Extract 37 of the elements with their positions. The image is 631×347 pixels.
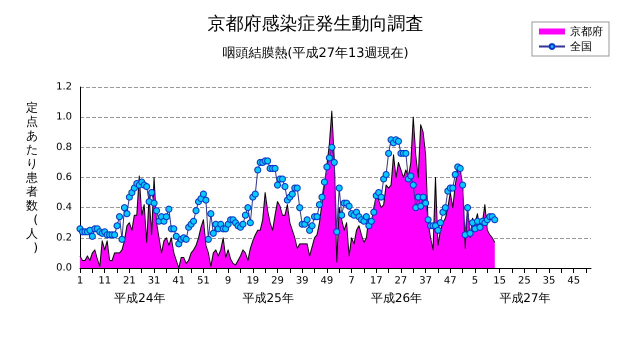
- x-tick-label: 37: [419, 276, 432, 286]
- x-tick-label: 17: [370, 276, 383, 286]
- legend-label: 全国: [570, 40, 592, 53]
- x-tick-label: 15: [493, 276, 506, 286]
- x-tick-label: 21: [123, 276, 136, 286]
- text: 平成26年: [370, 291, 422, 305]
- x-tick-label: 45: [567, 276, 580, 286]
- x-tick-label: 49: [320, 276, 334, 286]
- text: 平成25年: [242, 291, 294, 305]
- x-tick-label: 7: [348, 276, 355, 286]
- x-tick-label: 47: [444, 276, 457, 286]
- y-tick-label: 0.4: [56, 202, 72, 214]
- x-tick-label: 41: [172, 276, 186, 286]
- x-tick-label: 11: [98, 276, 112, 286]
- x-tick-label: 39: [296, 276, 309, 286]
- legend-label: 京都府: [570, 25, 603, 38]
- x-tick-label: 1: [76, 276, 84, 286]
- y-tick-label: 0.8: [56, 142, 72, 153]
- y-tick-label: 1.0: [56, 112, 72, 123]
- y-tick-label: 1.2: [56, 82, 72, 92]
- y-tick-label: 0.6: [56, 172, 72, 183]
- text: 定点あたり患者数(人): [26, 100, 38, 254]
- text: 平成24年: [114, 291, 166, 305]
- x-tick-label: 35: [542, 276, 556, 286]
- x-tick-label: 9: [224, 276, 232, 286]
- x-tick-label: 27: [394, 276, 408, 286]
- x-tick-label: 25: [518, 276, 531, 286]
- x-tick-label: 51: [197, 276, 210, 286]
- y-tick-label: 0.0: [56, 262, 72, 274]
- x-tick-label: 31: [148, 276, 160, 286]
- chart-subtitle: 咽頭結膜熱(平成27年13週現在): [222, 46, 409, 61]
- x-tick-label: 29: [271, 276, 284, 286]
- chart-title: 京都府感染症発生動向調査: [208, 14, 424, 34]
- y-tick-label: 0.2: [56, 232, 72, 244]
- x-tick-label: 19: [246, 276, 260, 286]
- text: 平成27年: [499, 291, 551, 305]
- x-tick-label: 5: [472, 276, 478, 286]
